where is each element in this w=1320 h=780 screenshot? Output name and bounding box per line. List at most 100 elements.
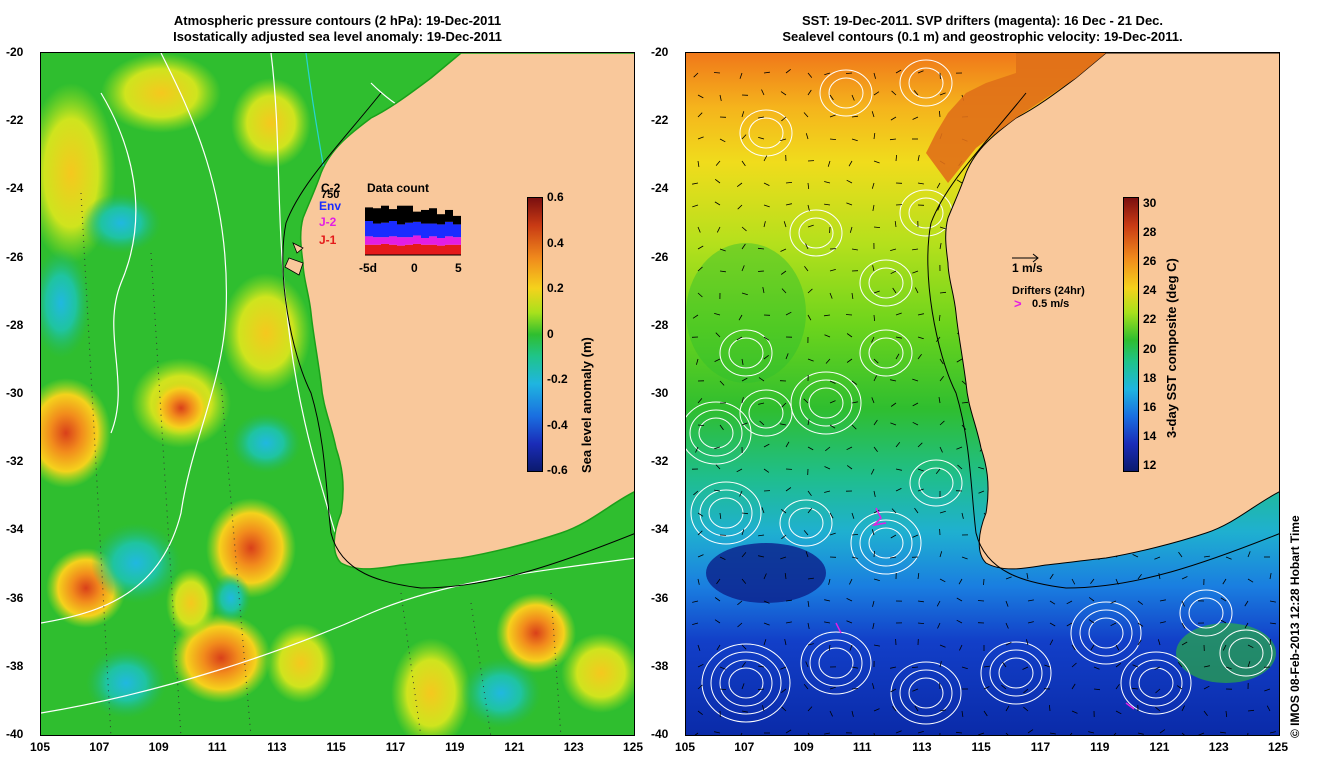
velocity-arrow bbox=[1225, 556, 1232, 560]
velocity-arrow bbox=[983, 578, 985, 586]
velocity-arrow bbox=[697, 710, 703, 716]
velocity-arrow bbox=[829, 400, 836, 404]
sealevel-contour-ring bbox=[809, 639, 863, 687]
right-lon-tick: 105 bbox=[675, 740, 696, 754]
sealevel-contour-ring bbox=[1138, 667, 1174, 699]
velocity-arrow bbox=[1177, 662, 1183, 668]
inset-bar-segment bbox=[421, 223, 429, 238]
velocity-arrow bbox=[913, 90, 919, 96]
velocity-arrow bbox=[719, 270, 726, 273]
right-lat-tick: -28 bbox=[651, 317, 669, 332]
sealevel-contour-ring bbox=[699, 489, 753, 537]
velocity-arrow bbox=[956, 179, 963, 184]
drifter-legend-speed: 0.5 m/s bbox=[1032, 298, 1070, 310]
velocity-arrow bbox=[939, 446, 943, 453]
velocity-arrow bbox=[1088, 731, 1095, 734]
velocity-arrow bbox=[825, 358, 831, 364]
inset-bar-segment bbox=[365, 236, 373, 245]
velocity-arrow bbox=[959, 644, 963, 651]
velocity-arrow bbox=[912, 116, 919, 120]
velocity-arrow bbox=[780, 556, 787, 560]
velocity-arrow bbox=[873, 290, 880, 294]
velocity-arrow bbox=[829, 292, 833, 299]
velocity-arrow bbox=[1137, 600, 1144, 605]
inset-bar-segment bbox=[381, 243, 389, 255]
velocity-arrow bbox=[912, 534, 919, 538]
velocity-arrow bbox=[781, 688, 787, 694]
left-lat-tick: -40 bbox=[6, 727, 24, 741]
velocity-arrow bbox=[1132, 664, 1139, 668]
velocity-arrow bbox=[961, 556, 968, 560]
sealevel-contour-ring bbox=[1129, 659, 1183, 707]
velocity-arrow bbox=[912, 248, 919, 251]
anomaly-colorbar-tick: -0.2 bbox=[547, 372, 568, 386]
inset-x-tick-5: 5 bbox=[455, 261, 462, 275]
velocity-arrow bbox=[741, 512, 749, 515]
inset-bar-segment bbox=[421, 244, 429, 255]
sst-colorbar bbox=[1123, 197, 1139, 472]
velocity-arrow bbox=[1110, 622, 1117, 627]
sealevel-contour-ring bbox=[790, 371, 862, 435]
velocity-arrow bbox=[851, 94, 855, 101]
sealevel-contour-ring bbox=[859, 519, 913, 567]
velocity-arrow bbox=[829, 94, 834, 101]
velocity-arrow bbox=[807, 507, 813, 514]
velocity-arrow bbox=[895, 336, 902, 339]
sst-colorbar-tick: 22 bbox=[1143, 312, 1157, 327]
velocity-arrow bbox=[759, 420, 765, 426]
velocity-arrow bbox=[873, 72, 876, 79]
inset-value: 750 bbox=[321, 189, 340, 201]
left-lon-tick: 107 bbox=[89, 740, 110, 754]
sealevel-contour-ring bbox=[748, 397, 784, 429]
right-lat-tick: -26 bbox=[651, 249, 669, 264]
velocity-arrow bbox=[936, 182, 941, 189]
velocity-arrow bbox=[1155, 688, 1161, 694]
velocity-arrow bbox=[824, 334, 831, 338]
velocity-arrow bbox=[829, 269, 836, 272]
velocity-arrow bbox=[873, 91, 880, 96]
velocity-arrow bbox=[741, 529, 745, 536]
velocity-arrow bbox=[736, 336, 743, 341]
velocity-arrow bbox=[805, 243, 809, 250]
velocity-arrow bbox=[939, 376, 945, 382]
velocity-arrow bbox=[851, 534, 859, 536]
velocity-arrow bbox=[1247, 709, 1255, 712]
inset-bar-segment bbox=[429, 236, 437, 245]
velocity-arrow bbox=[692, 204, 699, 208]
velocity-arrow bbox=[914, 705, 919, 712]
velocity-arrow bbox=[715, 160, 721, 166]
velocity-arrow bbox=[1203, 555, 1210, 558]
velocity-arrow bbox=[872, 600, 875, 607]
velocity-legend-label: 1 m/s bbox=[1012, 261, 1043, 275]
velocity-arrow bbox=[1178, 551, 1183, 558]
velocity-arrow bbox=[740, 732, 743, 735]
inset-bar-segment bbox=[397, 237, 405, 246]
velocity-arrow bbox=[939, 226, 946, 230]
velocity-arrow bbox=[961, 666, 968, 670]
velocity-arrow bbox=[846, 446, 853, 451]
sea-level-anomaly-map[interactable]: Data count 750 C-2 Env J-2 J-1 -5d 0 5 0… bbox=[40, 52, 635, 736]
sealevel-contour-ring bbox=[739, 389, 793, 437]
velocity-arrow bbox=[1137, 732, 1144, 735]
velocity-arrow bbox=[785, 621, 792, 624]
velocity-arrow bbox=[1113, 732, 1117, 735]
inset-bar-segment bbox=[421, 209, 429, 224]
velocity-arrow bbox=[781, 288, 787, 294]
velocity-arrow bbox=[1137, 639, 1142, 646]
sst-map[interactable]: 1 m/s Drifters (24hr) > 0.5 m/s 30 28 26 24… bbox=[685, 52, 1280, 736]
velocity-arrow bbox=[961, 512, 964, 519]
velocity-arrow bbox=[807, 732, 810, 735]
sea-level-anomaly-canvas bbox=[41, 53, 634, 735]
right-lat-tick: -32 bbox=[651, 454, 669, 469]
velocity-arrow bbox=[780, 248, 787, 252]
velocity-arrow bbox=[785, 441, 790, 448]
inset-x-tick-0: 0 bbox=[411, 261, 418, 275]
velocity-arrow bbox=[939, 510, 946, 514]
inset-x-tick-neg5: -5d bbox=[359, 261, 377, 275]
velocity-arrow bbox=[1247, 661, 1251, 668]
velocity-arrow bbox=[978, 490, 985, 494]
velocity-arrow bbox=[1266, 705, 1271, 712]
sealevel-contour-ring bbox=[868, 527, 904, 559]
velocity-arrow bbox=[1005, 732, 1009, 735]
velocity-arrow bbox=[978, 732, 985, 735]
